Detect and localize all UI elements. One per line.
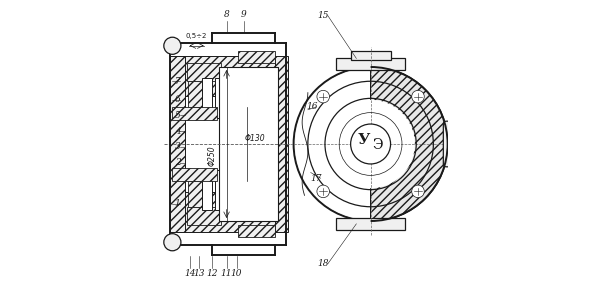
Text: 12: 12: [207, 269, 218, 278]
Text: 10: 10: [231, 269, 242, 278]
Circle shape: [317, 90, 329, 103]
Bar: [171, 192, 276, 232]
Circle shape: [164, 37, 181, 54]
Text: 8: 8: [224, 10, 229, 19]
Circle shape: [351, 124, 390, 164]
Bar: [336, 218, 405, 230]
Bar: [215, 170, 225, 210]
Text: 11: 11: [221, 269, 232, 278]
Text: 14: 14: [185, 269, 196, 278]
Text: 5: 5: [174, 111, 181, 120]
Text: 4: 4: [174, 127, 181, 136]
Circle shape: [326, 100, 415, 188]
Polygon shape: [371, 67, 448, 221]
Text: Φ250: Φ250: [208, 145, 217, 166]
Circle shape: [412, 185, 425, 198]
Bar: [351, 51, 390, 60]
Text: 18: 18: [318, 259, 329, 268]
Bar: [220, 67, 278, 221]
Bar: [203, 78, 212, 118]
Bar: [173, 107, 217, 120]
Text: 16: 16: [306, 103, 318, 111]
Bar: [238, 51, 275, 63]
Bar: [187, 207, 221, 225]
Text: 6: 6: [174, 95, 181, 104]
Bar: [275, 56, 288, 232]
Text: Φ130: Φ130: [245, 134, 265, 143]
Bar: [203, 170, 212, 210]
Text: 15: 15: [318, 11, 329, 20]
Text: 17: 17: [310, 174, 322, 183]
Bar: [187, 63, 221, 81]
Text: 1: 1: [174, 199, 181, 209]
Bar: [188, 81, 203, 107]
Text: 3: 3: [174, 142, 181, 151]
Bar: [173, 168, 217, 181]
Text: У: У: [357, 133, 370, 147]
Bar: [336, 58, 405, 70]
Text: Э: Э: [373, 139, 383, 152]
Circle shape: [293, 67, 448, 221]
Bar: [170, 56, 185, 232]
Bar: [238, 225, 275, 237]
Bar: [171, 56, 276, 96]
Text: 0,5÷2: 0,5÷2: [186, 33, 207, 39]
Circle shape: [317, 185, 329, 198]
Text: 13: 13: [194, 269, 205, 278]
FancyBboxPatch shape: [443, 121, 465, 167]
Circle shape: [164, 234, 181, 251]
Text: 2: 2: [174, 158, 181, 167]
Circle shape: [295, 69, 446, 219]
Bar: [188, 181, 203, 207]
Text: 9: 9: [241, 10, 246, 19]
Circle shape: [412, 90, 425, 103]
Bar: [215, 78, 225, 118]
Text: 7: 7: [174, 77, 181, 86]
